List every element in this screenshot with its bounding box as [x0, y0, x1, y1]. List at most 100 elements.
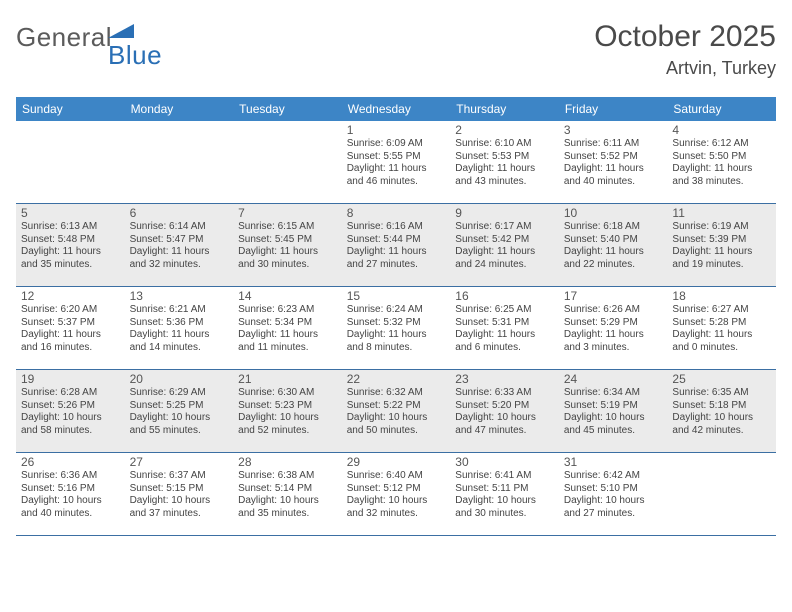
daylight-line: and 55 minutes. [130, 425, 229, 438]
day-cell [667, 453, 776, 535]
daylight-line: and 35 minutes. [238, 508, 337, 521]
sunset-line: Sunset: 5:18 PM [672, 400, 771, 413]
sunset-line: Sunset: 5:25 PM [130, 400, 229, 413]
day-number: 15 [347, 289, 446, 303]
sunset-line: Sunset: 5:40 PM [564, 234, 663, 247]
daylight-line: and 58 minutes. [21, 425, 120, 438]
day-cell: 26Sunrise: 6:36 AMSunset: 5:16 PMDayligh… [16, 453, 125, 535]
day-cell: 29Sunrise: 6:40 AMSunset: 5:12 PMDayligh… [342, 453, 451, 535]
day-header: Sunday [16, 97, 125, 121]
daylight-line: and 50 minutes. [347, 425, 446, 438]
sunrise-line: Sunrise: 6:20 AM [21, 304, 120, 317]
day-number: 3 [564, 123, 663, 137]
day-cell: 15Sunrise: 6:24 AMSunset: 5:32 PMDayligh… [342, 287, 451, 369]
sunset-line: Sunset: 5:31 PM [455, 317, 554, 330]
daylight-line: and 46 minutes. [347, 176, 446, 189]
daylight-line: Daylight: 11 hours [564, 329, 663, 342]
sunrise-line: Sunrise: 6:29 AM [130, 387, 229, 400]
day-cell: 3Sunrise: 6:11 AMSunset: 5:52 PMDaylight… [559, 121, 668, 203]
daylight-line: and 3 minutes. [564, 342, 663, 355]
sunrise-line: Sunrise: 6:09 AM [347, 138, 446, 151]
daylight-line: Daylight: 11 hours [455, 163, 554, 176]
sunset-line: Sunset: 5:19 PM [564, 400, 663, 413]
sunrise-line: Sunrise: 6:41 AM [455, 470, 554, 483]
daylight-line: and 30 minutes. [238, 259, 337, 272]
sunset-line: Sunset: 5:45 PM [238, 234, 337, 247]
day-cell [125, 121, 234, 203]
day-cell: 6Sunrise: 6:14 AMSunset: 5:47 PMDaylight… [125, 204, 234, 286]
daylight-line: Daylight: 11 hours [564, 163, 663, 176]
day-cell: 19Sunrise: 6:28 AMSunset: 5:26 PMDayligh… [16, 370, 125, 452]
sunrise-line: Sunrise: 6:34 AM [564, 387, 663, 400]
sunrise-line: Sunrise: 6:42 AM [564, 470, 663, 483]
sunset-line: Sunset: 5:52 PM [564, 151, 663, 164]
sunrise-line: Sunrise: 6:33 AM [455, 387, 554, 400]
day-cell: 7Sunrise: 6:15 AMSunset: 5:45 PMDaylight… [233, 204, 342, 286]
daylight-line: and 22 minutes. [564, 259, 663, 272]
week-row: 1Sunrise: 6:09 AMSunset: 5:55 PMDaylight… [16, 121, 776, 204]
daylight-line: Daylight: 11 hours [455, 329, 554, 342]
calendar-page: General Blue October 2025 Artvin, Turkey… [0, 0, 792, 546]
day-header: Friday [559, 97, 668, 121]
sunset-line: Sunset: 5:16 PM [21, 483, 120, 496]
sunrise-line: Sunrise: 6:19 AM [672, 221, 771, 234]
daylight-line: and 19 minutes. [672, 259, 771, 272]
sunset-line: Sunset: 5:47 PM [130, 234, 229, 247]
day-header-row: Sunday Monday Tuesday Wednesday Thursday… [16, 97, 776, 121]
sunset-line: Sunset: 5:44 PM [347, 234, 446, 247]
day-cell: 24Sunrise: 6:34 AMSunset: 5:19 PMDayligh… [559, 370, 668, 452]
day-cell: 16Sunrise: 6:25 AMSunset: 5:31 PMDayligh… [450, 287, 559, 369]
day-number: 22 [347, 372, 446, 386]
daylight-line: Daylight: 10 hours [564, 412, 663, 425]
day-header: Tuesday [233, 97, 342, 121]
sunset-line: Sunset: 5:42 PM [455, 234, 554, 247]
daylight-line: and 32 minutes. [130, 259, 229, 272]
day-number: 29 [347, 455, 446, 469]
day-number: 20 [130, 372, 229, 386]
sunset-line: Sunset: 5:11 PM [455, 483, 554, 496]
daylight-line: and 38 minutes. [672, 176, 771, 189]
daylight-line: Daylight: 10 hours [21, 495, 120, 508]
day-cell: 23Sunrise: 6:33 AMSunset: 5:20 PMDayligh… [450, 370, 559, 452]
day-number: 14 [238, 289, 337, 303]
daylight-line: and 16 minutes. [21, 342, 120, 355]
sunrise-line: Sunrise: 6:16 AM [347, 221, 446, 234]
logo: General Blue [16, 20, 192, 50]
sunset-line: Sunset: 5:14 PM [238, 483, 337, 496]
daylight-line: and 24 minutes. [455, 259, 554, 272]
daylight-line: and 27 minutes. [347, 259, 446, 272]
day-cell: 17Sunrise: 6:26 AMSunset: 5:29 PMDayligh… [559, 287, 668, 369]
daylight-line: and 52 minutes. [238, 425, 337, 438]
sunrise-line: Sunrise: 6:35 AM [672, 387, 771, 400]
daylight-line: Daylight: 11 hours [130, 246, 229, 259]
week-row: 19Sunrise: 6:28 AMSunset: 5:26 PMDayligh… [16, 370, 776, 453]
daylight-line: Daylight: 11 hours [21, 329, 120, 342]
sunset-line: Sunset: 5:26 PM [21, 400, 120, 413]
day-cell: 28Sunrise: 6:38 AMSunset: 5:14 PMDayligh… [233, 453, 342, 535]
day-number: 11 [672, 206, 771, 220]
daylight-line: Daylight: 11 hours [238, 329, 337, 342]
sunrise-line: Sunrise: 6:17 AM [455, 221, 554, 234]
sunrise-line: Sunrise: 6:26 AM [564, 304, 663, 317]
daylight-line: and 43 minutes. [455, 176, 554, 189]
daylight-line: Daylight: 10 hours [564, 495, 663, 508]
day-header: Thursday [450, 97, 559, 121]
day-cell: 12Sunrise: 6:20 AMSunset: 5:37 PMDayligh… [16, 287, 125, 369]
day-number: 2 [455, 123, 554, 137]
sunrise-line: Sunrise: 6:24 AM [347, 304, 446, 317]
daylight-line: and 30 minutes. [455, 508, 554, 521]
daylight-line: Daylight: 10 hours [238, 412, 337, 425]
day-header: Monday [125, 97, 234, 121]
sunrise-line: Sunrise: 6:38 AM [238, 470, 337, 483]
title-month: October 2025 [594, 20, 776, 54]
daylight-line: Daylight: 10 hours [130, 412, 229, 425]
day-number: 26 [21, 455, 120, 469]
day-cell: 31Sunrise: 6:42 AMSunset: 5:10 PMDayligh… [559, 453, 668, 535]
sunrise-line: Sunrise: 6:37 AM [130, 470, 229, 483]
sunset-line: Sunset: 5:28 PM [672, 317, 771, 330]
day-number: 1 [347, 123, 446, 137]
daylight-line: and 0 minutes. [672, 342, 771, 355]
sunset-line: Sunset: 5:37 PM [21, 317, 120, 330]
day-cell: 25Sunrise: 6:35 AMSunset: 5:18 PMDayligh… [667, 370, 776, 452]
day-number: 24 [564, 372, 663, 386]
